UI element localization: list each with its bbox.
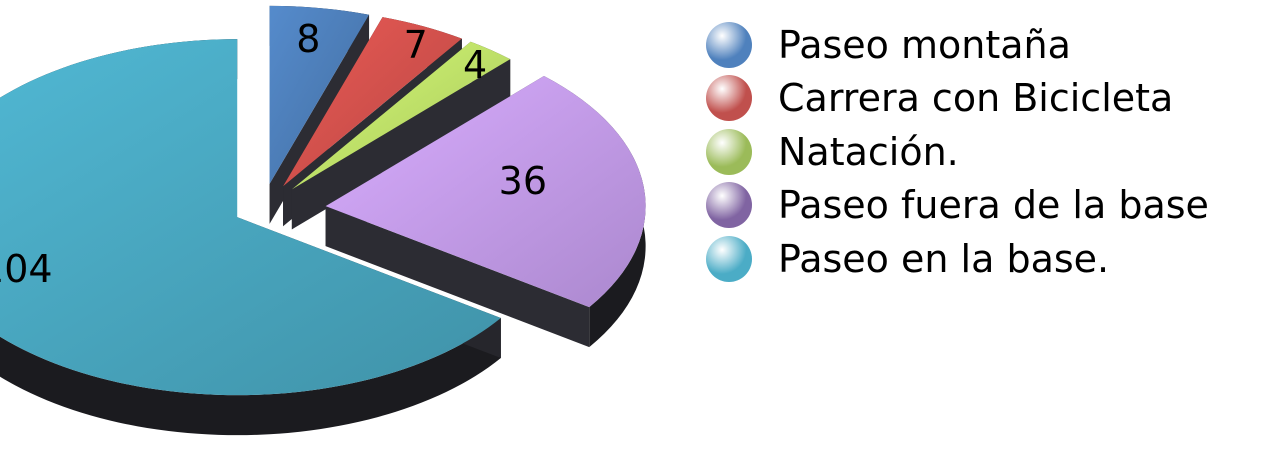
legend-item: Carrera con Bicicleta <box>706 72 1209 126</box>
legend-label: Paseo fuera de la base <box>778 183 1209 228</box>
pie-data-label: 7 <box>404 23 428 67</box>
legend-swatch <box>706 128 752 175</box>
pie-slice <box>291 41 511 230</box>
pie-data-label: 8 <box>296 17 320 61</box>
pie-slice <box>325 76 646 348</box>
pie-slice-top <box>325 76 646 308</box>
legend-item: Paseo fuera de la base <box>706 179 1209 233</box>
pie-data-label: 104 <box>0 247 53 291</box>
pie-data-label: 4 <box>463 43 487 87</box>
legend-label: Paseo en la base. <box>778 236 1110 281</box>
legend-swatch <box>706 21 752 68</box>
pie-slice-top <box>0 39 501 396</box>
pie-slice <box>0 39 501 436</box>
legend-item: Natación. <box>706 125 1209 179</box>
pie-slice-wall <box>325 206 590 348</box>
pie-data-labels: 8 74 36 104 <box>0 17 547 291</box>
legend-label: Carrera con Bicicleta <box>778 76 1174 121</box>
legend-swatch <box>706 235 752 282</box>
legend-swatch <box>706 182 752 229</box>
legend-label: Natación. <box>778 129 959 174</box>
pie-slices <box>0 5 646 436</box>
legend: Paseo montaña Carrera con Bicicleta Nata… <box>706 18 1209 286</box>
legend-item: Paseo en la base. <box>706 232 1209 286</box>
pie-slice-top <box>283 17 462 187</box>
pie-slice-wall <box>291 59 511 230</box>
pie-slice-top <box>269 5 370 184</box>
legend-item: Paseo montaña <box>706 18 1209 72</box>
legend-label: Paseo montaña <box>778 22 1071 67</box>
pie-slice-top <box>291 41 511 190</box>
legend-swatch <box>706 75 752 122</box>
pie-data-label: 36 <box>499 159 547 203</box>
